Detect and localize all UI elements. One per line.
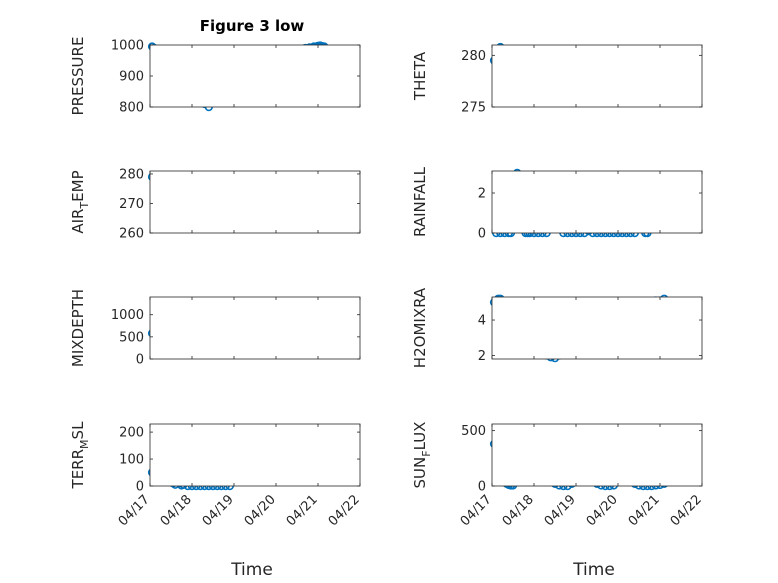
y-axis-label: H2OMIXRA [411,287,429,368]
subplot-3: 260 270 280 AIRTEMP [69,167,361,242]
y-axis-label: TERRMSL [69,421,91,490]
y-tick-label: 280 [461,49,486,64]
x-tick-label: 04/20 [242,492,279,529]
y-tick-label: 280 [119,167,144,182]
y-axis-label: THETA [411,51,429,101]
x-tick-label: 04/18 [158,492,195,529]
x-tick-label: 04/22 [326,492,363,529]
y-tick-label: 2 [478,349,486,364]
x-tick-label: 04/22 [668,492,705,529]
axes-box [491,296,703,360]
y-tick-label: 500 [461,424,486,439]
y-tick-label: 275 [461,101,486,116]
x-tick-label: 04/19 [542,492,579,529]
x-tick-label: 04/21 [284,492,321,529]
y-tick-label: 800 [119,101,144,116]
x-tick-label: 04/17 [458,492,495,529]
y-tick-label: 270 [119,197,144,212]
subplot-8: 0 500 SUNFLUX 04/17 04/18 04/19 04/20 04/21 04/2… [411,422,705,530]
y-tick-label: 0 [136,480,144,495]
y-axis-label: AIRTEMP [69,170,91,233]
y-axis-label: MIXDEPTH [69,289,87,367]
subplot-7: 0 100 200 TERRMSL 04/17 04/18 04/19 04/20 04/21 0… [69,421,363,529]
x-tick-label: 04/21 [626,492,663,529]
subplot-5: 0 500 1000 MIXDEPTH [69,289,361,368]
y-tick-label: 4 [478,314,486,329]
y-tick-label: 2 [478,187,486,202]
y-axis-label: SUNFLUX [411,422,433,489]
subplot-1: 800 900 1000 PRESSURE [69,37,361,116]
x-tick-label: 04/18 [500,492,537,529]
y-axis-label: RAINFALL [411,166,429,237]
subplot-4: 0 2 RAINFALL [411,166,703,242]
y-axis-label: PRESSURE [69,37,87,116]
axes-box [149,423,361,487]
figure-title: Figure 3 low [200,17,305,35]
y-tick-label: 1000 [111,39,144,54]
x-tick-label: 04/20 [584,492,621,529]
axes-box [491,423,703,487]
axes-box [491,44,703,108]
y-tick-label: 0 [478,227,486,242]
x-axis-label-right: Time [572,560,615,580]
y-tick-label: 100 [119,453,144,468]
y-tick-label: 260 [119,227,144,242]
axes-box [149,44,361,108]
y-tick-label: 0 [478,480,486,495]
x-axis-label-left: Time [230,560,273,580]
x-tick-label: 04/19 [200,492,237,529]
y-tick-label: 0 [136,353,144,368]
subplot-6: 2 4 H2OMIXRA [411,287,703,368]
axes-box [491,170,703,234]
subplot-2: 275 280 THETA [411,42,703,116]
axes-box [149,296,361,360]
y-tick-label: 500 [119,330,144,345]
x-tick-label: 04/17 [116,492,153,529]
y-tick-label: 1000 [111,308,144,323]
axes-box [149,170,361,234]
y-tick-label: 900 [119,70,144,85]
y-tick-label: 200 [119,426,144,441]
